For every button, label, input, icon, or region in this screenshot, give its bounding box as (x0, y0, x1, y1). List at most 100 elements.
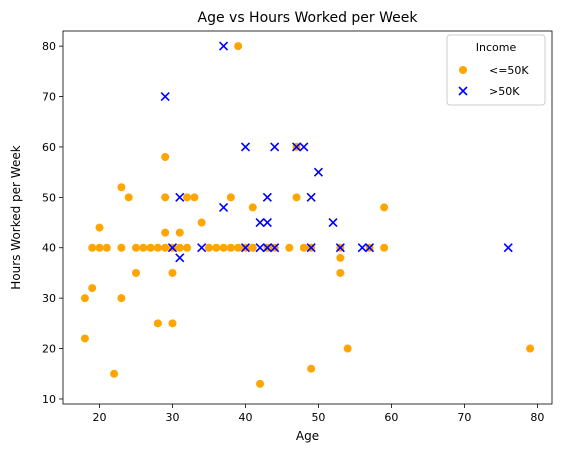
point-le50k (204, 243, 213, 252)
point-le50k (248, 203, 257, 212)
point-le50k (131, 243, 140, 252)
x-tick-label: 60 (384, 411, 398, 424)
legend-title: Income (476, 41, 517, 54)
point-le50k (153, 319, 162, 328)
point-le50k (88, 284, 97, 293)
point-le50k (285, 243, 294, 252)
point-gt50k (262, 217, 272, 228)
point-le50k (219, 243, 228, 252)
point-gt50k (197, 243, 207, 253)
data-points (80, 41, 535, 388)
point-gt50k (262, 192, 272, 202)
point-le50k (336, 253, 345, 262)
x-tick-label: 50 (311, 411, 325, 424)
point-le50k (197, 218, 206, 227)
point-le50k (117, 294, 126, 303)
point-gt50k (306, 192, 316, 202)
point-le50k (161, 153, 170, 162)
point-le50k (299, 243, 308, 252)
point-le50k (88, 243, 97, 252)
point-gt50k (335, 243, 345, 253)
y-tick-label: 10 (42, 393, 56, 406)
point-le50k (234, 243, 243, 252)
point-gt50k (219, 202, 229, 212)
point-le50k (526, 344, 535, 353)
point-le50k (161, 243, 170, 252)
point-gt50k (313, 167, 324, 177)
x-tick-label: 80 (530, 411, 544, 424)
y-tick-label: 80 (42, 40, 56, 53)
point-gt50k (175, 253, 185, 263)
point-gt50k (255, 243, 265, 253)
point-gt50k (160, 91, 170, 102)
point-le50k (226, 193, 235, 202)
legend-box (446, 34, 546, 106)
point-gt50k (270, 142, 280, 152)
y-tick-label: 30 (42, 292, 56, 305)
legend-marker (459, 66, 467, 74)
point-le50k (80, 294, 89, 303)
point-gt50k (175, 192, 185, 202)
point-gt50k (167, 243, 178, 253)
point-le50k (102, 243, 111, 252)
point-le50k (95, 243, 104, 252)
point-le50k (226, 243, 235, 252)
point-le50k (153, 243, 162, 252)
chart-title: Age vs Hours Worked per Week (198, 10, 419, 26)
point-le50k (80, 334, 89, 343)
point-gt50k (503, 243, 513, 253)
legend: Income <=50K >50K (446, 34, 546, 106)
point-le50k (168, 268, 177, 277)
point-le50k (117, 183, 126, 192)
point-le50k (110, 369, 119, 378)
point-le50k (146, 243, 155, 252)
y-tick-label: 20 (42, 343, 56, 356)
plot-frame (62, 30, 553, 405)
point-gt50k (240, 243, 251, 253)
y-axis-label: Hours Worked per Week (9, 145, 23, 289)
y-axis: 10 20 30 40 50 60 70 80 (42, 40, 63, 406)
point-le50k (168, 319, 177, 328)
x-axis-label: Age (296, 429, 319, 443)
legend-label: <=50K (489, 64, 529, 77)
point-gt50k (306, 243, 316, 253)
point-le50k (131, 268, 140, 277)
point-le50k (175, 228, 184, 237)
legend-label: >50K (489, 85, 520, 98)
point-gt50k (262, 243, 272, 253)
point-le50k (183, 193, 192, 202)
x-tick-label: 30 (165, 411, 179, 424)
point-gt50k (291, 142, 302, 152)
legend-marker (458, 86, 468, 96)
y-tick-label: 50 (42, 191, 56, 204)
y-tick-label: 70 (42, 91, 56, 104)
point-gt50k (219, 41, 229, 51)
x-tick-label: 70 (457, 411, 471, 424)
point-le50k (248, 243, 257, 252)
point-le50k (117, 243, 126, 252)
point-le50k (336, 268, 345, 277)
point-le50k (183, 243, 192, 252)
point-gt50k (255, 217, 265, 228)
point-gt50k (299, 142, 309, 152)
point-le50k (380, 203, 389, 212)
point-gt50k (357, 243, 367, 253)
point-le50k (292, 193, 301, 202)
point-le50k (256, 379, 265, 388)
point-le50k (343, 344, 352, 353)
point-le50k (380, 243, 389, 252)
point-le50k (139, 243, 148, 252)
y-tick-label: 40 (42, 242, 56, 255)
point-le50k (124, 193, 133, 202)
x-axis: 20 30 40 50 60 70 80 (92, 404, 544, 424)
point-le50k (175, 243, 184, 252)
x-tick-label: 20 (92, 411, 106, 424)
point-le50k (95, 223, 104, 232)
point-le50k (161, 228, 170, 237)
y-tick-label: 60 (42, 141, 56, 154)
point-le50k (234, 42, 243, 51)
x-tick-label: 40 (238, 411, 252, 424)
plot-area (62, 30, 553, 405)
point-le50k (190, 193, 199, 202)
